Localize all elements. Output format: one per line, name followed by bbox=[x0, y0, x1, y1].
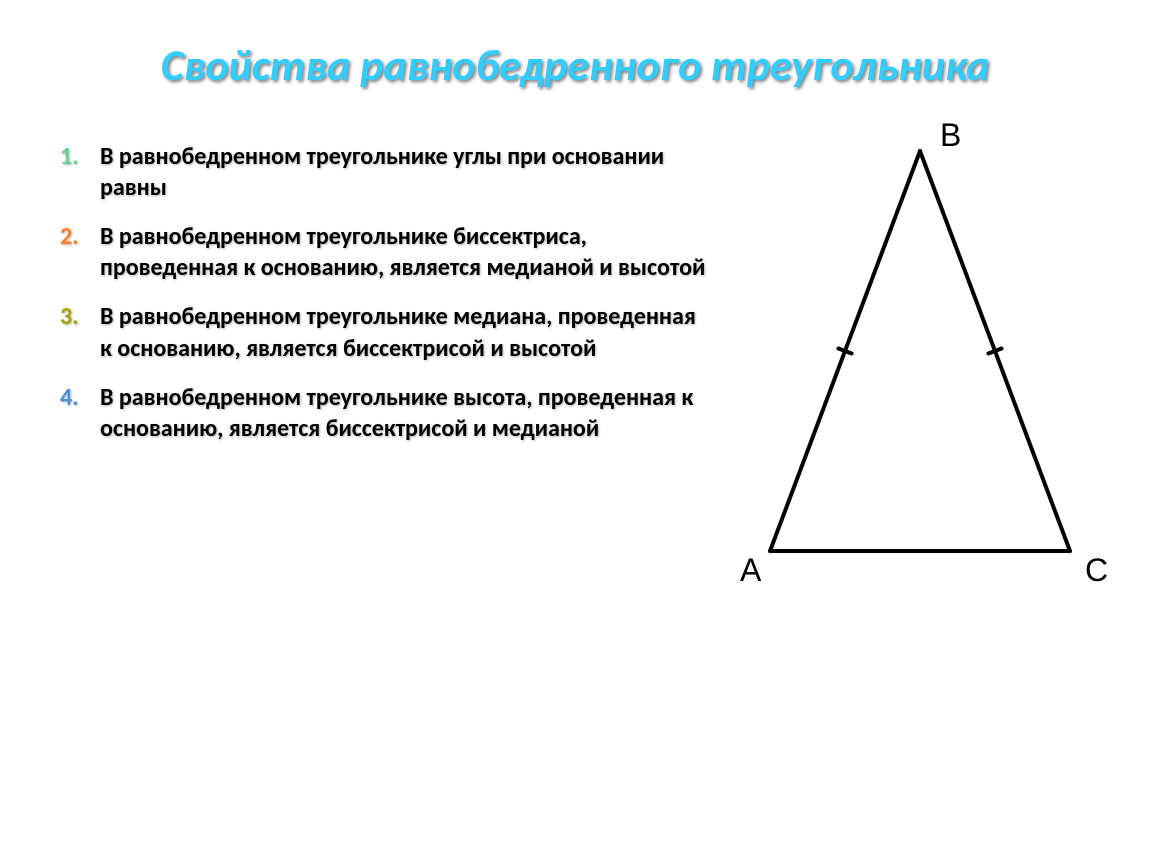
svg-text:C: C bbox=[1085, 552, 1108, 588]
property-item-1: В равнобедренном треугольнике углы при о… bbox=[60, 141, 710, 203]
properties-list: В равнобедренном треугольнике углы при о… bbox=[60, 141, 710, 445]
svg-text:A: A bbox=[740, 552, 762, 588]
property-item-2: В равнобедренном треугольнике биссектрис… bbox=[60, 221, 710, 283]
slide-title: Свойства равнобедренного треугольника bbox=[0, 0, 1150, 91]
svg-text:B: B bbox=[940, 121, 961, 153]
property-item-4: В равнобедренном треугольнике высота, пр… bbox=[60, 382, 710, 444]
content-wrapper: В равнобедренном треугольнике углы при о… bbox=[0, 91, 1150, 621]
triangle-svg: A B C bbox=[710, 121, 1130, 621]
triangle-diagram: A B C bbox=[710, 121, 1130, 621]
properties-list-area: В равнобедренном треугольнике углы при о… bbox=[60, 121, 710, 621]
property-item-3: В равнобедренном треугольнике медиана, п… bbox=[60, 301, 710, 363]
